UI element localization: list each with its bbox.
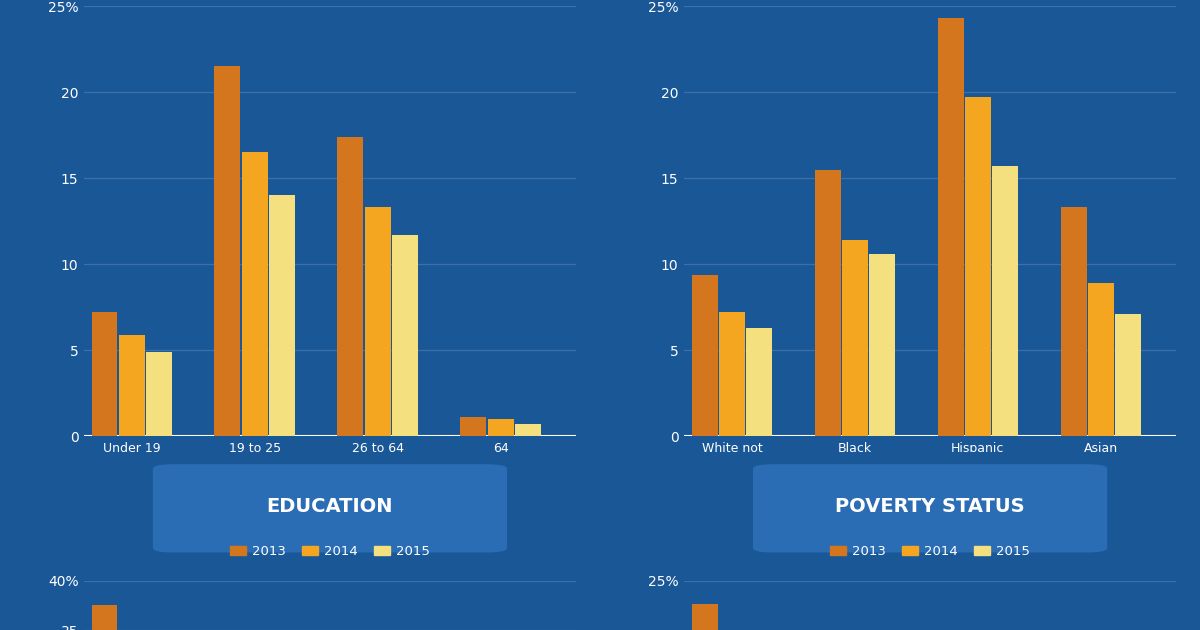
- Text: POVERTY STATUS: POVERTY STATUS: [835, 496, 1025, 515]
- Bar: [719, 312, 745, 436]
- Bar: [992, 166, 1018, 436]
- Bar: [842, 240, 868, 436]
- Bar: [691, 604, 718, 630]
- Text: EDUCATION: EDUCATION: [266, 496, 394, 515]
- Bar: [746, 328, 773, 436]
- Legend: 2013, 2014, 2015: 2013, 2014, 2015: [824, 540, 1036, 563]
- FancyBboxPatch shape: [152, 464, 508, 553]
- Bar: [91, 605, 118, 630]
- Bar: [146, 352, 172, 436]
- Bar: [815, 169, 840, 436]
- Bar: [215, 67, 240, 436]
- Bar: [242, 152, 268, 436]
- Bar: [869, 254, 895, 436]
- Bar: [487, 419, 514, 436]
- Bar: [1061, 207, 1086, 436]
- Bar: [461, 417, 486, 436]
- Bar: [269, 195, 295, 436]
- Bar: [337, 137, 364, 436]
- Bar: [1115, 314, 1141, 436]
- Bar: [91, 312, 118, 436]
- Legend: 2013, 2014, 2015: 2013, 2014, 2015: [224, 540, 436, 563]
- Bar: [691, 275, 718, 436]
- Bar: [1088, 283, 1114, 436]
- Bar: [937, 18, 964, 436]
- Bar: [119, 335, 145, 436]
- Bar: [365, 207, 391, 436]
- Bar: [965, 98, 991, 436]
- FancyBboxPatch shape: [752, 464, 1108, 553]
- Bar: [515, 424, 541, 436]
- Bar: [392, 235, 418, 436]
